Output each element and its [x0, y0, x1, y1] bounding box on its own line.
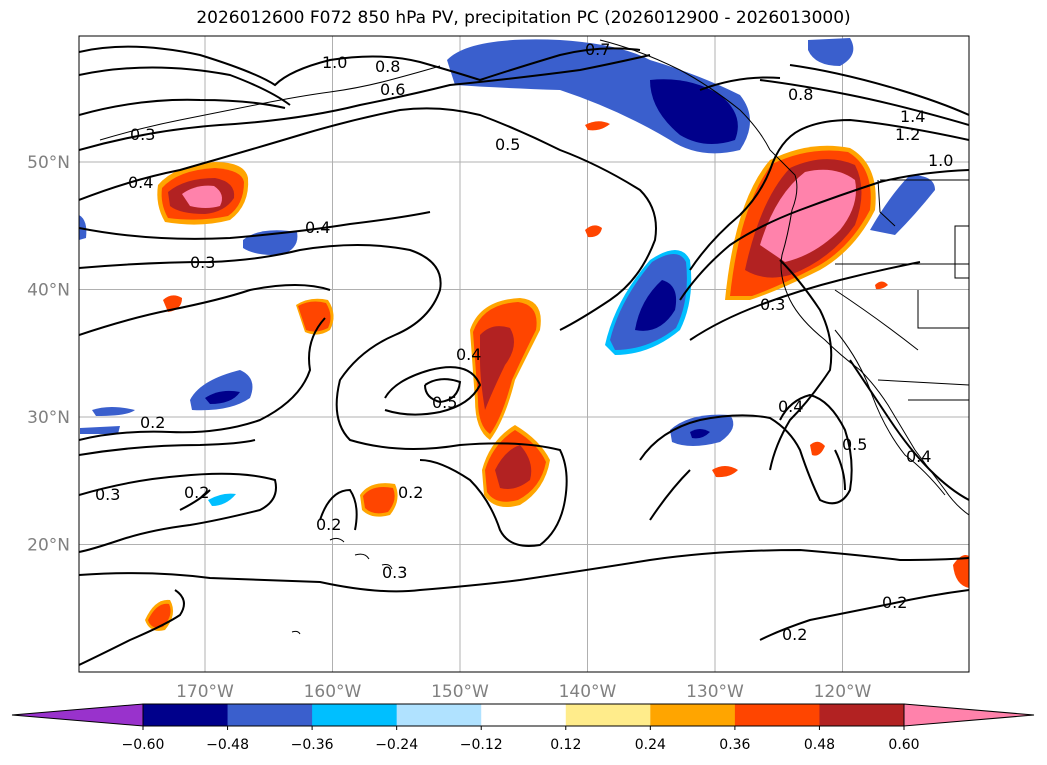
- contour-label: 1.2: [895, 125, 920, 144]
- colorbar-extend-high: [903, 703, 1035, 727]
- latitude-labels: 50°N 40°N 30°N 20°N: [27, 153, 70, 556]
- colorbar-tick-label: −0.36: [291, 737, 334, 753]
- contour-label: 0.2: [184, 483, 209, 502]
- contour-label: 0.6: [380, 80, 405, 99]
- contour-label: 0.3: [190, 253, 215, 272]
- colorbar-extend-low: [11, 703, 144, 727]
- contour-label: 0.7: [585, 40, 610, 59]
- pv-contours: [79, 45, 969, 666]
- precip-negative-shading: [79, 38, 935, 506]
- contour-label: 0.2: [882, 593, 907, 612]
- longitude-label: 160°W: [304, 682, 362, 702]
- contour-label: 1.4: [900, 107, 925, 126]
- latitude-label: 20°N: [27, 536, 70, 556]
- contour-label: 0.5: [842, 435, 867, 454]
- colorbar-segment: [650, 704, 736, 726]
- colorbar-segment: [565, 704, 651, 726]
- colorbar-segment: [396, 704, 482, 726]
- colorbar-segment: [143, 704, 229, 726]
- colorbar-segment: [481, 704, 567, 726]
- contour-label: 0.4: [906, 447, 931, 466]
- contour-label: 0.3: [130, 125, 155, 144]
- colorbar-segment: [312, 704, 398, 726]
- contour-label: 1.0: [322, 53, 347, 72]
- longitude-labels: 170°W 160°W 150°W 140°W 130°W 120°W: [176, 682, 871, 702]
- colorbar-tick-label: −0.12: [460, 737, 503, 753]
- contour-label: 0.5: [495, 135, 520, 154]
- longitude-label: 140°W: [559, 682, 617, 702]
- contour-label: 0.2: [316, 515, 341, 534]
- longitude-label: 120°W: [814, 682, 872, 702]
- longitude-label: 130°W: [686, 682, 744, 702]
- contour-label: 0.3: [760, 295, 785, 314]
- contour-label: 0.5: [432, 393, 457, 412]
- colorbar-tick-label: 0.24: [635, 737, 666, 753]
- contour-label: 0.8: [788, 85, 813, 104]
- latitude-label: 30°N: [27, 408, 70, 428]
- colorbar-tick-label: 0.36: [719, 737, 750, 753]
- colorbar-frame: [142, 703, 905, 727]
- map-title: 2026012600 F072 850 hPa PV, precipitatio…: [196, 8, 851, 28]
- colorbar-tick-label: −0.48: [206, 737, 249, 753]
- map-frame: [78, 35, 970, 673]
- colorbar-tick-label: −0.60: [122, 737, 165, 753]
- colorbar-tick-label: 0.48: [804, 737, 835, 753]
- colorbar-segment: [819, 704, 905, 726]
- contour-label: 0.2: [140, 413, 165, 432]
- longitude-label: 170°W: [176, 682, 234, 702]
- colorbar-tick-label: 0.60: [888, 737, 919, 753]
- contour-label: 1.0: [928, 151, 953, 170]
- colorbar-segment: [734, 704, 820, 726]
- colorbar-tick-label: −0.24: [375, 737, 418, 753]
- contour-label: 0.4: [778, 397, 803, 416]
- contour-label: 0.2: [398, 483, 423, 502]
- contour-label: 0.3: [382, 563, 407, 582]
- longitude-label: 150°W: [431, 682, 489, 702]
- contour-label: 0.3: [95, 485, 120, 504]
- graticule: [79, 36, 969, 672]
- contour-label: 0.4: [305, 218, 330, 237]
- contour-labels: 1.0 0.8 0.6 0.7 0.8 1.4 1.2 1.0 0.3 0.4 …: [95, 40, 953, 644]
- latitude-label: 40°N: [27, 281, 70, 301]
- contour-label: 0.4: [456, 345, 481, 364]
- contour-label: 0.4: [128, 173, 153, 192]
- colorbar-segment: [227, 704, 313, 726]
- map-panel: 1.0 0.8 0.6 0.7 0.8 1.4 1.2 1.0 0.3 0.4 …: [79, 36, 969, 672]
- latitude-label: 50°N: [27, 153, 70, 173]
- colorbar: −0.60 −0.48 −0.36 −0.24 −0.12 0.12 0.24 0.36 0.4…: [11, 703, 1035, 753]
- contour-label: 0.2: [782, 625, 807, 644]
- colorbar-tick-label: 0.12: [550, 737, 581, 753]
- contour-label: 0.8: [375, 57, 400, 76]
